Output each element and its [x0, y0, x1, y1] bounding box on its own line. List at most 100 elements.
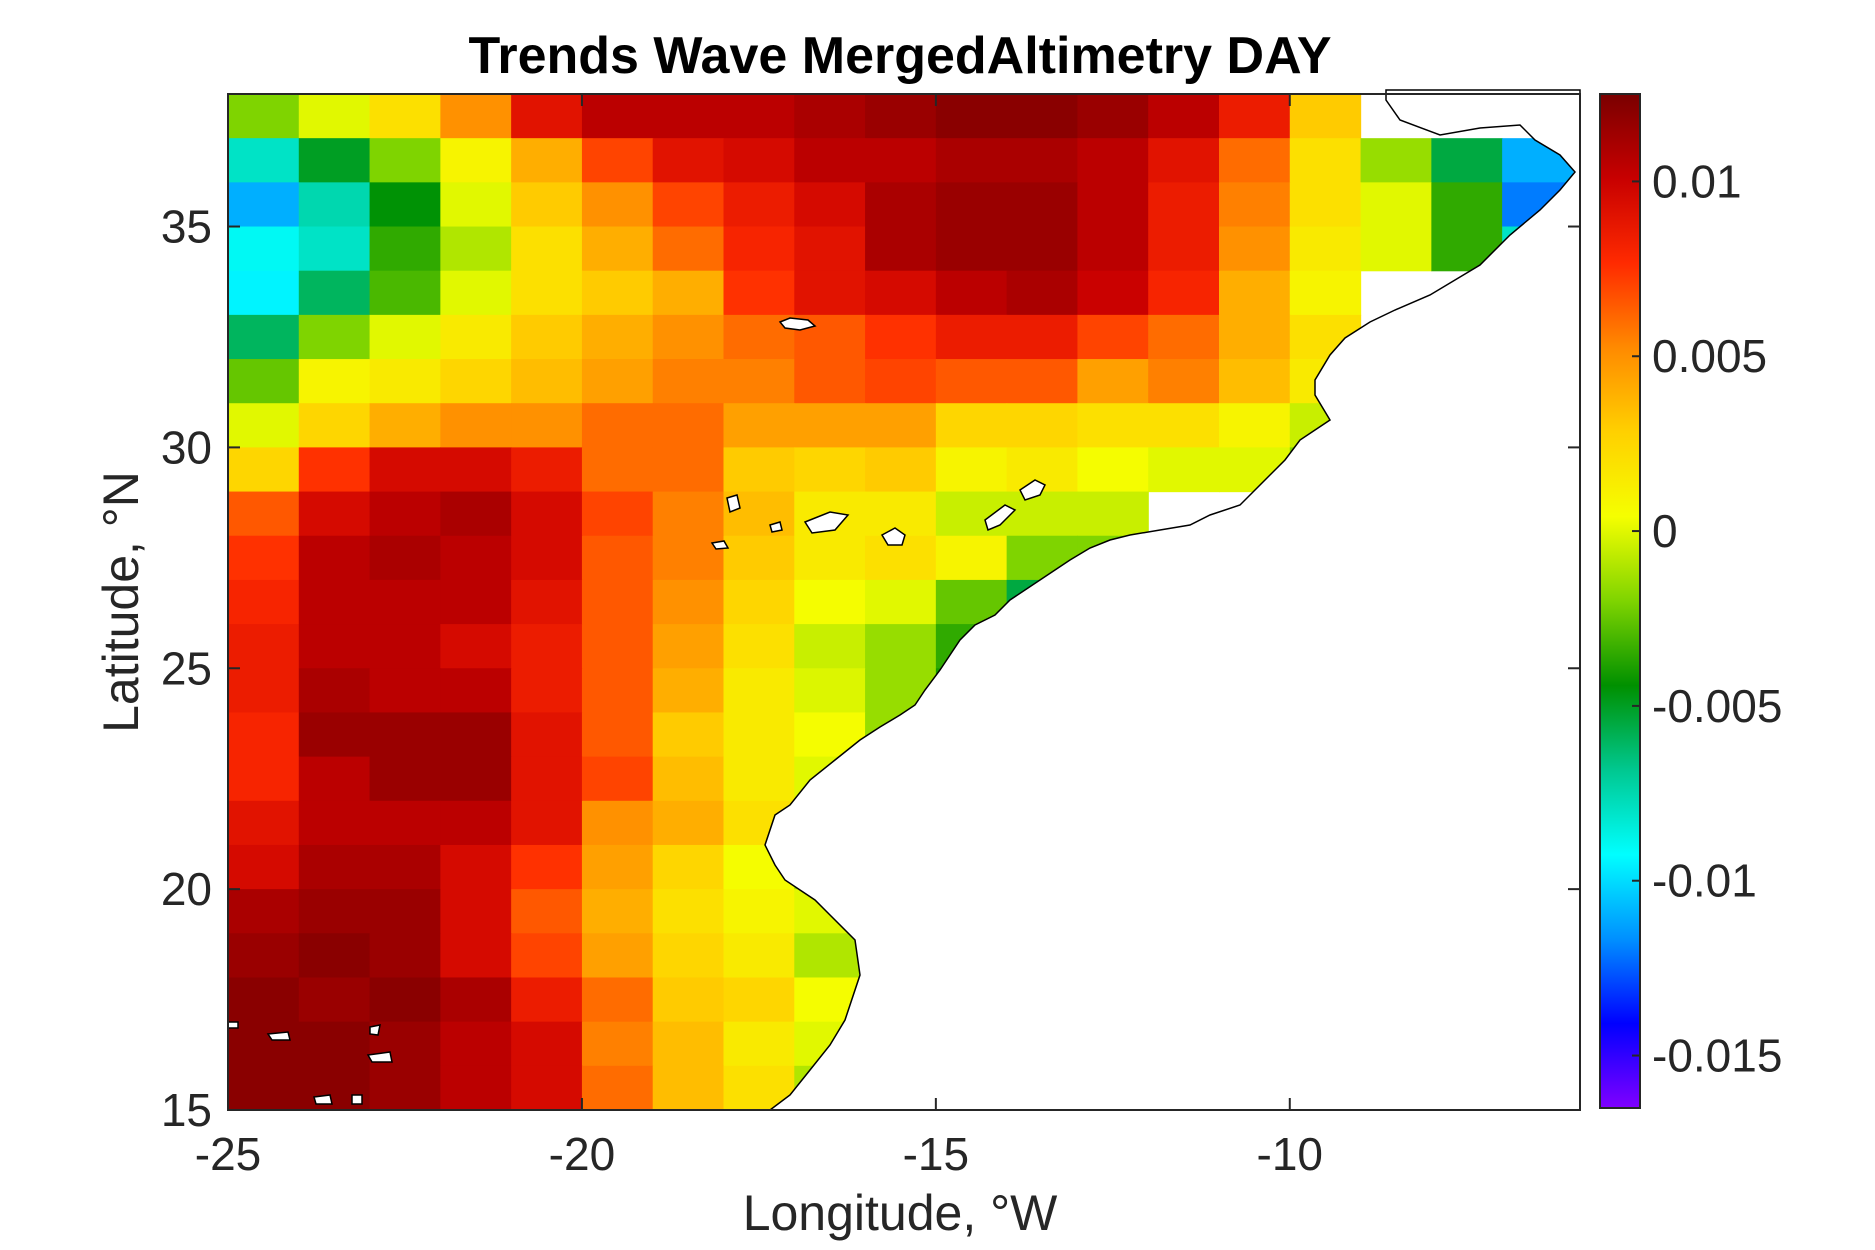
- heatmap-cell: [581, 579, 654, 625]
- heatmap-cell: [1218, 94, 1291, 139]
- heatmap-cell: [794, 535, 866, 581]
- land-mask: [764, 89, 1581, 1111]
- heatmap-cell: [1218, 182, 1291, 228]
- heatmap-cell: [723, 756, 795, 802]
- heatmap-cell: [228, 889, 300, 934]
- heatmap-cell: [511, 535, 583, 581]
- heatmap-cell: [1218, 359, 1291, 404]
- heatmap-cell: [228, 1065, 300, 1111]
- heatmap-cell: [723, 579, 795, 625]
- cape-verde-island-3: [369, 1024, 381, 1036]
- heatmap-cell: [581, 844, 654, 890]
- heatmap-cell: [511, 138, 583, 183]
- heatmap-cell: [794, 359, 866, 404]
- heatmap-cell: [298, 844, 371, 890]
- heatmap-cell: [652, 977, 725, 1023]
- heatmap-cell: [723, 712, 795, 758]
- heatmap-cell: [511, 844, 583, 890]
- heatmap-cell: [581, 535, 654, 581]
- y-tick-label: 30: [161, 421, 212, 473]
- heatmap-cell: [935, 314, 1008, 360]
- heatmap-cell: [511, 314, 583, 360]
- heatmap-cell: [865, 579, 937, 625]
- heatmap-cell: [723, 182, 795, 228]
- heatmap-cell: [440, 94, 512, 139]
- heatmap-cell: [511, 1021, 583, 1067]
- cape-verde-island-1: [227, 1021, 239, 1029]
- islands: [227, 317, 1047, 1105]
- heatmap-cell: [369, 270, 441, 316]
- heatmap-cell: [935, 182, 1008, 228]
- heatmap-cell: [298, 226, 371, 272]
- heatmap-cell: [794, 138, 866, 183]
- heatmap-cell: [511, 182, 583, 228]
- heatmap-cell: [228, 933, 300, 979]
- cape-verde-island-6: [351, 1094, 363, 1105]
- heatmap-cell: [652, 447, 725, 493]
- heatmap-cell: [440, 800, 512, 846]
- y-axis: 15 20 25 30 35: [161, 201, 1580, 1136]
- heatmap-cell: [794, 579, 866, 625]
- x-tick-label: -15: [903, 1128, 969, 1180]
- heatmap-cell: [228, 844, 300, 890]
- heatmap-cell: [228, 579, 300, 625]
- heatmap-cell: [794, 668, 866, 714]
- heatmap-cell: [511, 712, 583, 758]
- heatmap-cell: [652, 314, 725, 360]
- heatmap-cell: [723, 933, 795, 979]
- heatmap-cell: [723, 535, 795, 581]
- heatmap-cell: [298, 403, 371, 448]
- heatmap-cell: [581, 1021, 654, 1067]
- heatmap-cell: [228, 359, 300, 404]
- heatmap-cell: [298, 579, 371, 625]
- heatmap-cell: [1289, 94, 1362, 139]
- heatmap-cell: [440, 1021, 512, 1067]
- cape-verde-island-5: [313, 1094, 333, 1105]
- heatmap-cell: [369, 447, 441, 493]
- heatmap-cell: [369, 668, 441, 714]
- heatmap-cell: [369, 1065, 441, 1111]
- la-gomera-island: [769, 521, 783, 533]
- heatmap-cell: [440, 226, 512, 272]
- heatmap-cell: [511, 624, 583, 669]
- heatmap-cell: [1077, 138, 1149, 183]
- heatmap-cell: [1360, 138, 1432, 183]
- heatmap-cell: [369, 359, 441, 404]
- x-tick-label: -25: [195, 1128, 261, 1180]
- heatmap-cell: [1077, 94, 1149, 139]
- heatmap-cell: [865, 491, 937, 537]
- heatmap-cell: [1218, 138, 1291, 183]
- heatmap-cell: [511, 359, 583, 404]
- heatmap-cell: [298, 535, 371, 581]
- heatmap-cell: [1006, 314, 1079, 360]
- chart-title: Trends Wave MergedAltimetry DAY: [468, 27, 1331, 85]
- heatmap-cell: [440, 403, 512, 448]
- heatmap-cell: [511, 889, 583, 934]
- heatmap-cell: [794, 933, 866, 979]
- heatmap-cell: [511, 447, 583, 493]
- heatmap-cell: [652, 138, 725, 183]
- heatmap-cell: [440, 712, 512, 758]
- heatmap-cell: [228, 977, 300, 1023]
- heatmap-cell: [794, 624, 866, 669]
- heatmap-cell: [581, 226, 654, 272]
- heatmap-cell: [581, 668, 654, 714]
- heatmap-cell: [1218, 270, 1291, 316]
- heatmap-cell: [228, 491, 300, 537]
- heatmap-cell: [652, 844, 725, 890]
- heatmap-cell: [440, 1065, 512, 1111]
- heatmap-cell: [1148, 314, 1220, 360]
- heatmap-cell: [865, 624, 937, 669]
- heatmap-cell: [228, 447, 300, 493]
- x-tick-label: -20: [549, 1128, 615, 1180]
- heatmap-cell: [228, 182, 300, 228]
- heatmap-cell: [652, 226, 725, 272]
- colorbar-ticks: 0.01 0.005 0 -0.005 -0.01 -0.015: [1632, 155, 1782, 1082]
- heatmap-cell: [1006, 94, 1079, 139]
- heatmap-cell: [369, 579, 441, 625]
- heatmap-cell: [1360, 182, 1432, 228]
- heatmap-cell: [652, 403, 725, 448]
- heatmap-cell: [723, 94, 795, 139]
- y-tick-label: 15: [161, 1084, 212, 1136]
- heatmap-cell: [935, 138, 1008, 183]
